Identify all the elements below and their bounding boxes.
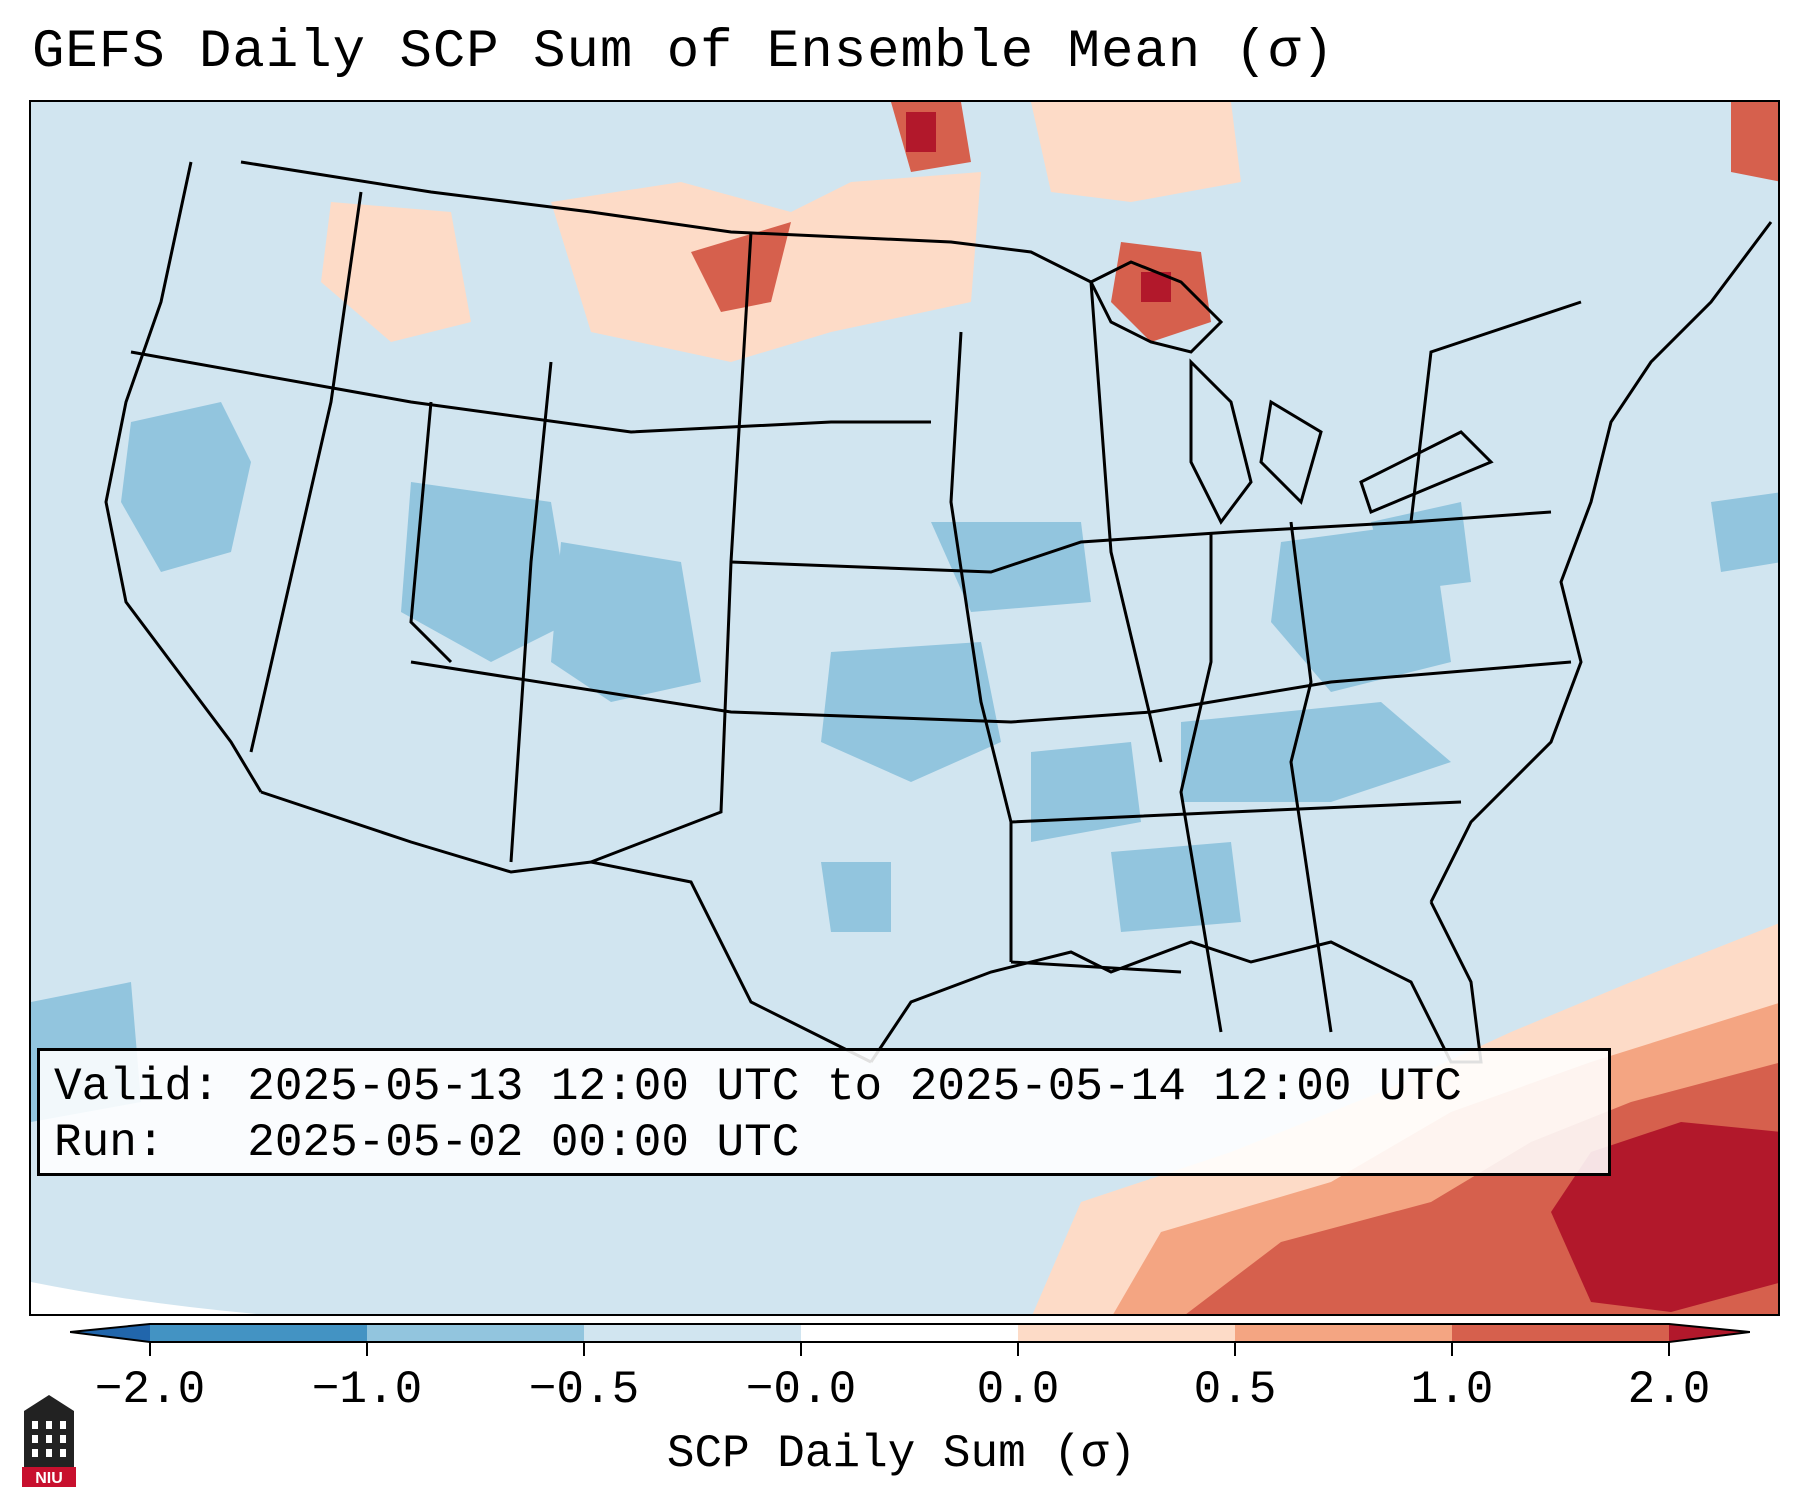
colorbar-tick-label: 1.0 [1410,1364,1494,1416]
run-value: 2025-05-02 00:00 UTC [247,1117,800,1169]
valid-run-info-box: Valid: 2025-05-13 12:00 UTC to 2025-05-1… [37,1048,1611,1176]
colorbar-segment-5 [1018,1324,1235,1342]
colorbar-segment-1 [150,1324,367,1342]
boundaries [104,160,1773,1064]
university-tower-icon: NIU [22,1395,76,1487]
valid-value: 2025-05-13 12:00 UTC to 2025-05-14 12:00… [247,1061,1462,1113]
colorbar-tick-label: −2.0 [94,1364,206,1416]
valid-label: Valid: [54,1061,220,1113]
colorbar-tick-label: −1.0 [311,1364,423,1416]
colorbar-tick-label: −0.0 [745,1364,857,1416]
run-label: Run: [54,1117,165,1169]
colorbar-tick-label: −0.5 [528,1364,640,1416]
colorbar-tick-label: 0.0 [976,1364,1060,1416]
colorbar-segment-2 [367,1324,584,1342]
logo-text: NIU [35,1470,63,1487]
colorbar-under-triangle [70,1324,150,1342]
colorbar-segment-4 [801,1324,1018,1342]
northern-positive-patches [321,102,1778,362]
colorbar-segment-7 [1452,1324,1669,1342]
colorbar-segment-3 [584,1324,801,1342]
projection-edge [31,1282,257,1314]
colorbar-over-triangle [1669,1324,1750,1342]
colorbar-label: SCP Daily Sum (σ) [666,1428,1137,1480]
colorbar-segment-6 [1235,1324,1452,1342]
map-title: GEFS Daily SCP Sum of Ensemble Mean (σ) [32,22,1335,83]
colorbar-tick-label: 2.0 [1627,1364,1711,1416]
colorbar-tick-label: 0.5 [1193,1364,1277,1416]
colorbar [70,1323,1750,1356]
